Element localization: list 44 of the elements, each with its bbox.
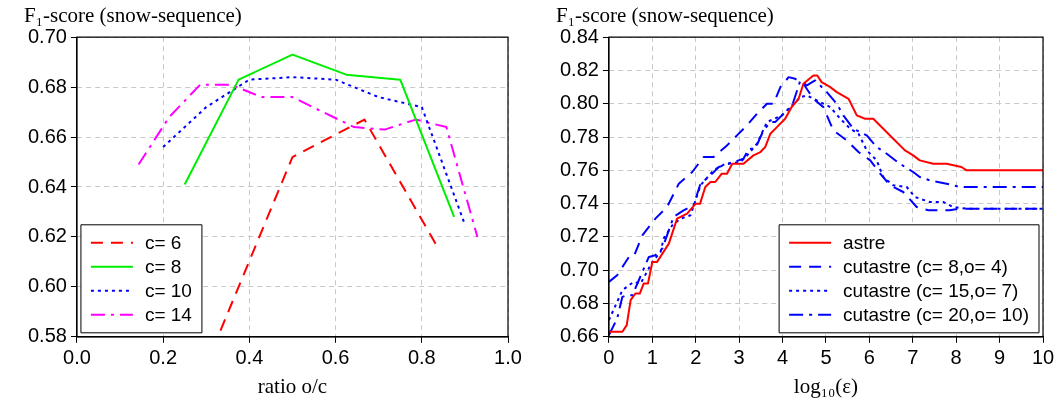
x-tick-label: 8 xyxy=(950,346,962,369)
x-tick-label: 9 xyxy=(994,346,1006,369)
x-tick-label: 2 xyxy=(690,346,702,369)
legend-label: cutastre (c= 15,o= 7) xyxy=(843,280,1019,302)
x-tick-label: 5 xyxy=(820,346,832,369)
x-tick-label: 1 xyxy=(646,346,658,369)
legend-label: c= 14 xyxy=(144,304,193,326)
x-tick-label: 0.8 xyxy=(407,346,436,369)
x-tick-label: 0.6 xyxy=(321,346,350,369)
legend-label: astre xyxy=(843,232,886,254)
legend-label: c= 10 xyxy=(144,280,192,302)
x-tick-label: 3 xyxy=(733,346,745,369)
y-tick-label: 0.60 xyxy=(27,274,67,297)
x-tick-label: 4 xyxy=(776,346,789,369)
x-tick-label: 0 xyxy=(603,346,615,369)
x-tick-label: 6 xyxy=(863,346,875,369)
y-tick-label: 0.74 xyxy=(559,191,599,214)
y-tick-label: 0.62 xyxy=(27,224,67,247)
y-tick-label: 0.78 xyxy=(559,124,599,147)
chart-title: F₁-score (snow-sequence) xyxy=(556,3,774,28)
legend-label: cutastre (c= 8,o= 4) xyxy=(843,256,1008,278)
legend-label: c= 6 xyxy=(144,232,182,254)
x-axis-title: log₁₀(ε) xyxy=(793,373,859,398)
y-tick-label: 0.80 xyxy=(559,91,599,114)
x-axis-title: ratio o/c xyxy=(257,373,328,398)
y-tick-label: 0.66 xyxy=(27,124,67,147)
y-tick-label: 0.58 xyxy=(27,324,67,347)
y-tick-label: 0.68 xyxy=(27,74,67,97)
y-tick-label: 0.70 xyxy=(559,257,599,280)
x-tick-label: 0.4 xyxy=(235,346,264,369)
y-tick-label: 0.76 xyxy=(559,157,599,180)
x-tick-label: 0.0 xyxy=(63,346,91,369)
x-tick-label: 7 xyxy=(907,346,919,369)
y-tick-label: 0.66 xyxy=(559,324,599,347)
x-tick-label: 1.0 xyxy=(494,346,522,369)
y-tick-label: 0.64 xyxy=(27,174,67,197)
y-tick-label: 0.68 xyxy=(559,291,599,314)
chart-title: F₁-score (snow-sequence) xyxy=(24,3,242,28)
x-tick-label: 10 xyxy=(1031,346,1055,369)
y-tick-label: 0.82 xyxy=(559,58,599,80)
legend-label: c= 8 xyxy=(144,256,182,278)
legend-label: cutastre (c= 20,o= 10) xyxy=(843,304,1030,326)
x-tick-label: 0.2 xyxy=(149,346,178,369)
y-tick-label: 0.72 xyxy=(559,224,599,247)
